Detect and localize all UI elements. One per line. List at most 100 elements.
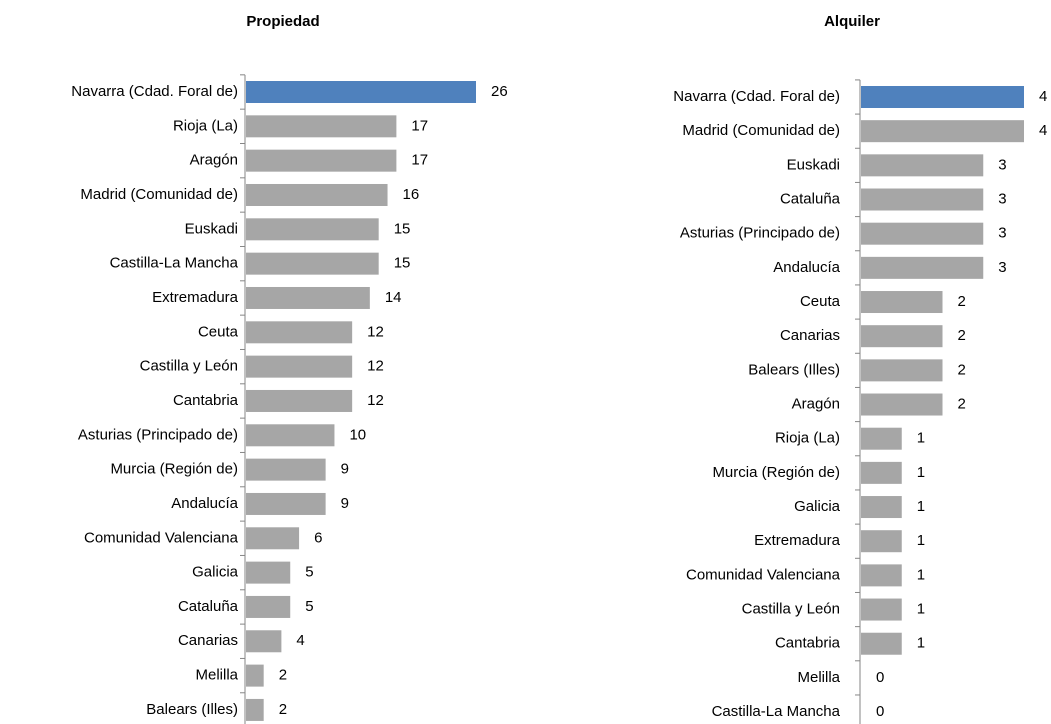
value-label: 2	[958, 293, 966, 310]
value-label: 4	[1039, 122, 1047, 139]
value-label: 2	[279, 667, 287, 684]
bar	[861, 461, 902, 484]
value-label: 3	[998, 190, 1006, 207]
value-label: 14	[385, 289, 402, 306]
value-label: 3	[998, 259, 1006, 276]
category-label: Castilla y León	[742, 601, 840, 618]
bar	[861, 393, 943, 416]
category-label: Aragón	[792, 395, 840, 412]
bar	[861, 325, 943, 348]
bar	[246, 149, 397, 172]
category-label: Asturias (Principado de)	[680, 225, 840, 242]
bar	[246, 664, 264, 687]
category-label: Comunidad Valenciana	[686, 566, 841, 583]
category-label: Aragón	[190, 152, 238, 169]
value-label: 9	[341, 495, 349, 512]
value-label: 6	[314, 529, 322, 546]
category-label: Andalucía	[171, 495, 238, 512]
category-label: Castilla-La Mancha	[110, 255, 239, 272]
value-label: 2	[958, 327, 966, 344]
category-label: Navarra (Cdad. Foral de)	[71, 83, 238, 100]
bar	[246, 355, 353, 378]
bar	[861, 188, 984, 211]
category-label: Galicia	[192, 564, 239, 581]
bar	[246, 286, 370, 309]
category-label: Galicia	[794, 498, 841, 515]
category-label: Comunidad Valenciana	[84, 529, 239, 546]
value-label: 0	[876, 703, 884, 720]
value-label: 26	[491, 83, 508, 100]
value-label: 2	[279, 701, 287, 718]
category-label: Rioja (La)	[173, 117, 238, 134]
value-label: 4	[296, 632, 304, 649]
value-label: 1	[917, 532, 925, 549]
bar	[861, 86, 1024, 108]
bar	[246, 595, 291, 618]
bar	[861, 256, 984, 279]
value-label: 1	[917, 430, 925, 447]
category-label: Asturias (Principado de)	[78, 426, 238, 443]
category-label: Euskadi	[787, 156, 840, 173]
value-label: 1	[917, 566, 925, 583]
category-label: Melilla	[797, 669, 840, 686]
category-label: Castilla y León	[140, 358, 238, 375]
category-label: Navarra (Cdad. Foral de)	[673, 88, 840, 105]
bar	[861, 120, 1024, 143]
value-label: 2	[958, 361, 966, 378]
bar	[246, 252, 379, 275]
value-label: 9	[341, 461, 349, 478]
category-label: Cantabria	[775, 635, 841, 652]
bar	[861, 564, 902, 587]
bar	[861, 359, 943, 382]
value-label: 3	[998, 225, 1006, 242]
category-label: Extremadura	[152, 289, 239, 306]
bar	[246, 458, 326, 481]
value-label: 1	[917, 635, 925, 652]
value-label: 12	[367, 358, 384, 375]
value-label: 16	[403, 186, 420, 203]
bar	[861, 496, 902, 519]
value-label: 1	[917, 498, 925, 515]
bar	[246, 218, 379, 241]
bar	[246, 630, 282, 653]
category-label: Madrid (Comunidad de)	[682, 122, 840, 139]
category-label: Ceuta	[800, 293, 841, 310]
bar	[861, 222, 984, 245]
value-label: 17	[411, 117, 428, 134]
bar	[861, 598, 902, 621]
category-label: Murcia (Región de)	[712, 464, 840, 481]
value-label: 3	[998, 156, 1006, 173]
bar	[246, 698, 264, 721]
category-label: Ceuta	[198, 323, 239, 340]
bar	[246, 561, 291, 584]
value-label: 1	[917, 601, 925, 618]
bar	[861, 530, 902, 553]
category-label: Euskadi	[185, 220, 238, 237]
category-label: Cantabria	[173, 392, 239, 409]
category-label: Rioja (La)	[775, 430, 840, 447]
bar	[246, 424, 335, 447]
bar	[861, 291, 943, 314]
value-label: 5	[305, 564, 313, 581]
bar	[246, 389, 353, 412]
category-label: Extremadura	[754, 532, 841, 549]
value-label: 15	[394, 255, 411, 272]
chart-title: Propiedad	[246, 13, 319, 30]
category-label: Balears (Illes)	[146, 701, 238, 718]
value-label: 4	[1039, 88, 1047, 105]
category-label: Murcia (Región de)	[110, 461, 238, 478]
category-label: Cataluña	[780, 190, 841, 207]
value-label: 17	[411, 152, 428, 169]
bar	[861, 632, 902, 655]
category-label: Canarias	[178, 632, 238, 649]
category-label: Madrid (Comunidad de)	[80, 186, 238, 203]
category-label: Melilla	[195, 667, 238, 684]
value-label: 2	[958, 395, 966, 412]
bar	[246, 492, 326, 515]
value-label: 10	[349, 426, 366, 443]
value-label: 5	[305, 598, 313, 615]
chart-title: Alquiler	[824, 13, 880, 30]
value-label: 15	[394, 220, 411, 237]
category-label: Balears (Illes)	[748, 361, 840, 378]
